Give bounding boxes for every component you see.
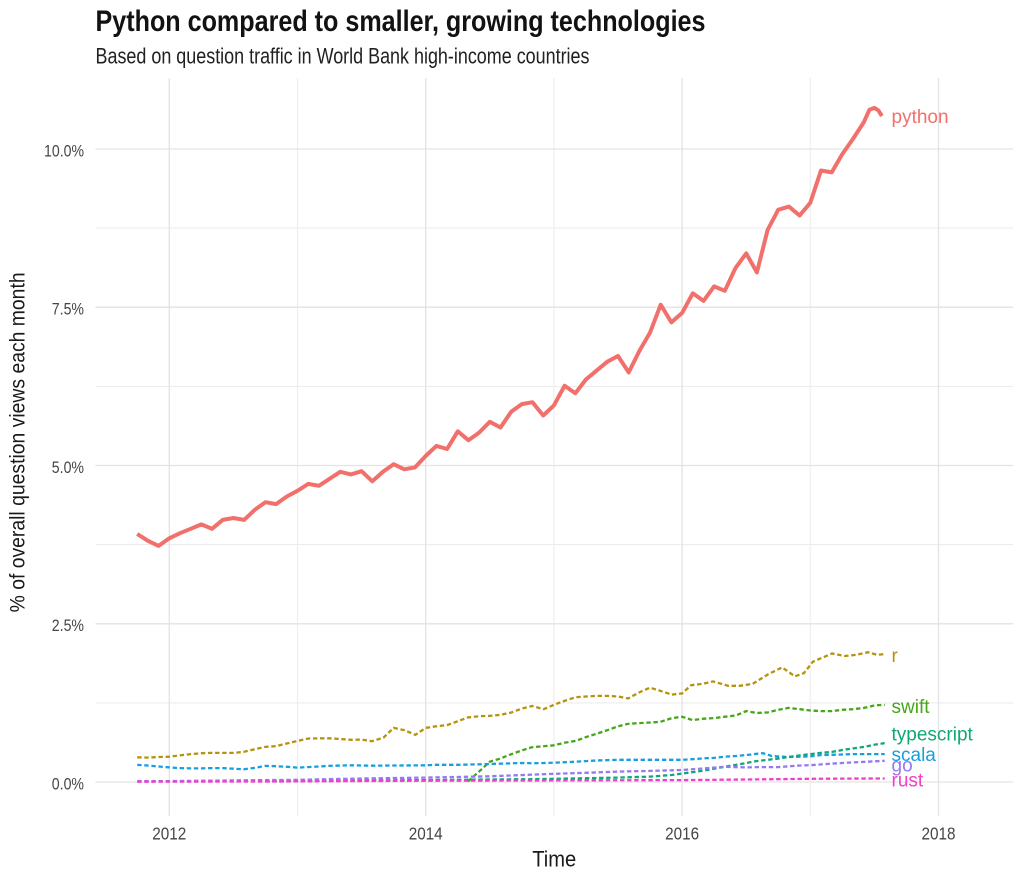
svg-text:0.0%: 0.0%	[52, 774, 84, 793]
svg-text:r: r	[892, 646, 899, 667]
svg-text:scala: scala	[892, 745, 937, 766]
svg-text:Based on question traffic in W: Based on question traffic in World Bank …	[96, 43, 590, 68]
svg-text:swift: swift	[892, 697, 931, 718]
svg-text:5.0%: 5.0%	[52, 458, 84, 477]
svg-text:2012: 2012	[152, 823, 186, 843]
svg-text:10.0%: 10.0%	[44, 141, 84, 160]
svg-text:2014: 2014	[409, 823, 443, 843]
svg-text:python: python	[892, 107, 949, 128]
svg-text:% of overall question views ea: % of overall question views each month	[6, 272, 30, 612]
svg-text:2016: 2016	[665, 823, 699, 843]
svg-text:go: go	[892, 755, 913, 776]
svg-text:Python compared to smaller, gr: Python compared to smaller, growing tech…	[96, 5, 706, 38]
svg-text:2018: 2018	[922, 823, 956, 843]
svg-text:2.5%: 2.5%	[52, 616, 84, 635]
svg-text:typescript: typescript	[892, 725, 974, 746]
svg-text:7.5%: 7.5%	[52, 300, 84, 319]
svg-text:rust: rust	[892, 770, 924, 791]
svg-text:Time: Time	[532, 846, 576, 871]
